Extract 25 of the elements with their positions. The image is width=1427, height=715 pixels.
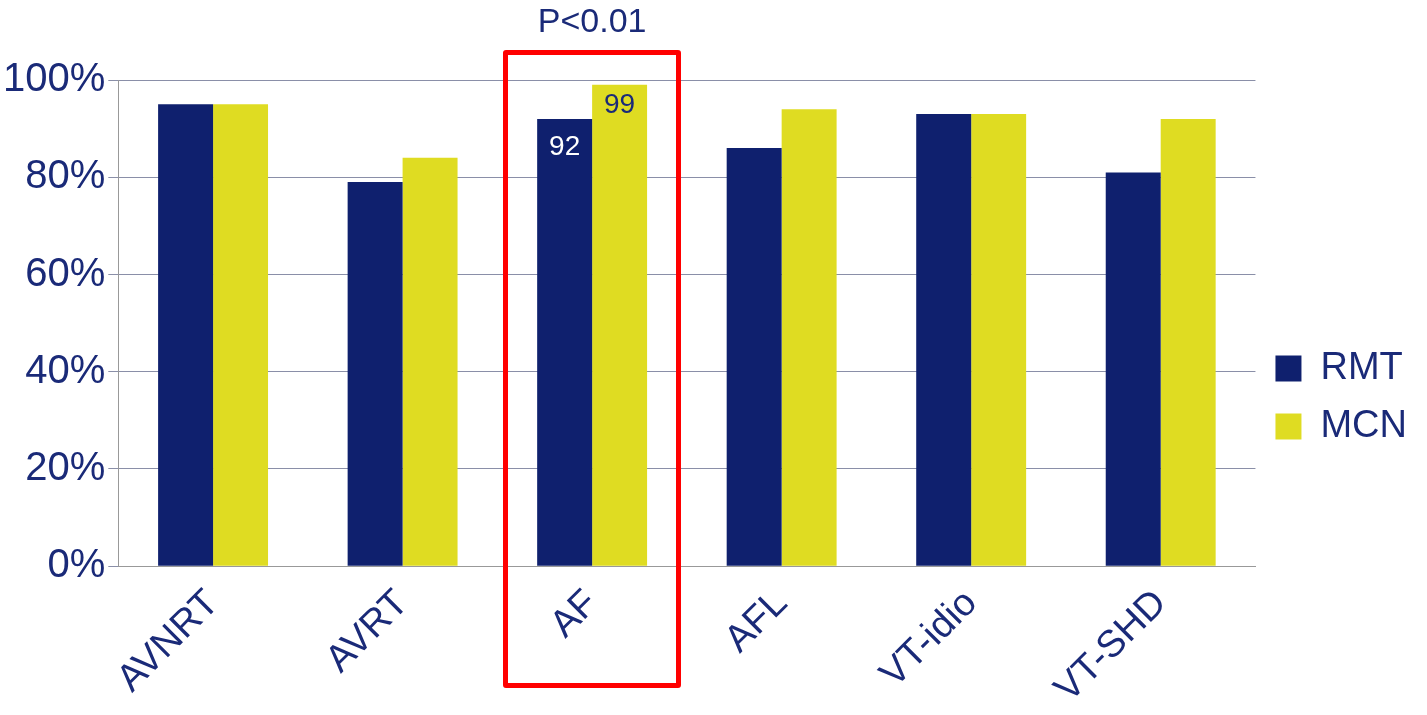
bar xyxy=(347,182,403,566)
legend-label: RMT xyxy=(1320,344,1403,387)
bar xyxy=(592,84,648,566)
x-tick-label: AFL xyxy=(715,580,795,660)
bar xyxy=(537,118,593,566)
y-tick-label: 40% xyxy=(25,346,106,391)
legend-label: MCN xyxy=(1320,402,1408,445)
y-tick-label: 20% xyxy=(25,444,106,489)
bar xyxy=(781,109,837,566)
y-tick-label: 0% xyxy=(47,541,106,586)
y-tick-label: 60% xyxy=(25,249,106,294)
x-tick-label: AF xyxy=(541,580,606,645)
data-label: 99 xyxy=(604,87,636,119)
bar xyxy=(1105,172,1161,566)
y-tick-label: 80% xyxy=(25,152,106,197)
bar xyxy=(1160,118,1216,566)
bar xyxy=(726,148,782,566)
text: P<0.01 xyxy=(537,1,647,40)
bar xyxy=(971,114,1027,566)
bar xyxy=(916,114,972,566)
data-label: 92 xyxy=(549,129,581,161)
y-tick-label: 100% xyxy=(2,55,106,100)
bar xyxy=(402,157,458,566)
bar xyxy=(158,104,214,566)
bar xyxy=(213,104,269,566)
